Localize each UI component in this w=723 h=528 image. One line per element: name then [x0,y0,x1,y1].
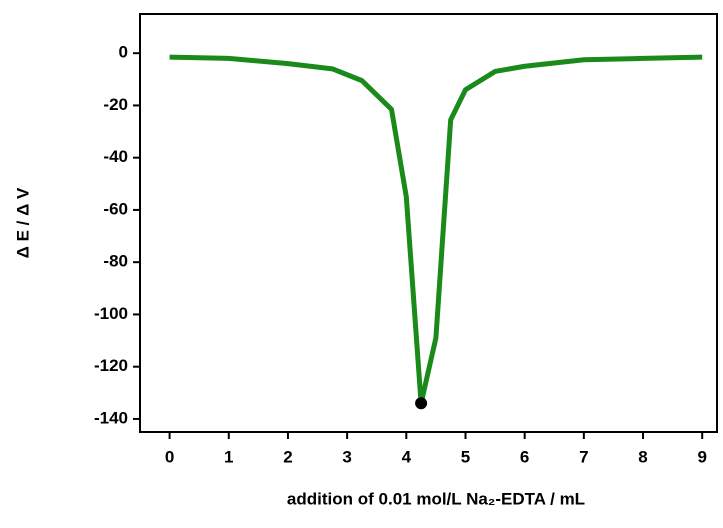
plot-frame [139,13,718,433]
x-tick-label: 6 [520,447,529,466]
x-tick-label: 1 [224,447,233,466]
x-tick-label: 9 [697,447,706,466]
y-tick-label: -140 [94,408,128,427]
x-tick-label: 8 [638,447,647,466]
y-tick-label: -20 [103,95,128,114]
x-tick-label: 7 [579,447,588,466]
y-tick-label: -40 [103,147,128,166]
y-tick-label: -120 [94,356,128,375]
x-tick-label: 3 [342,447,351,466]
y-tick-label: -60 [103,199,128,218]
data-line [169,54,703,406]
x-tick-label: 5 [461,447,470,466]
x-axis-label: addition of 0.01 mol/L Na₂-EDTA / mL [287,489,585,508]
x-tick-label: 0 [165,447,174,466]
x-tick-label: 2 [283,447,292,466]
y-tick-label: -100 [94,304,128,323]
y-axis-label: Δ E / Δ V [13,187,32,258]
y-tick-label: -80 [103,252,128,271]
minimum-marker [415,397,428,410]
y-tick-label: 0 [119,43,128,62]
x-tick-label: 4 [402,447,412,466]
